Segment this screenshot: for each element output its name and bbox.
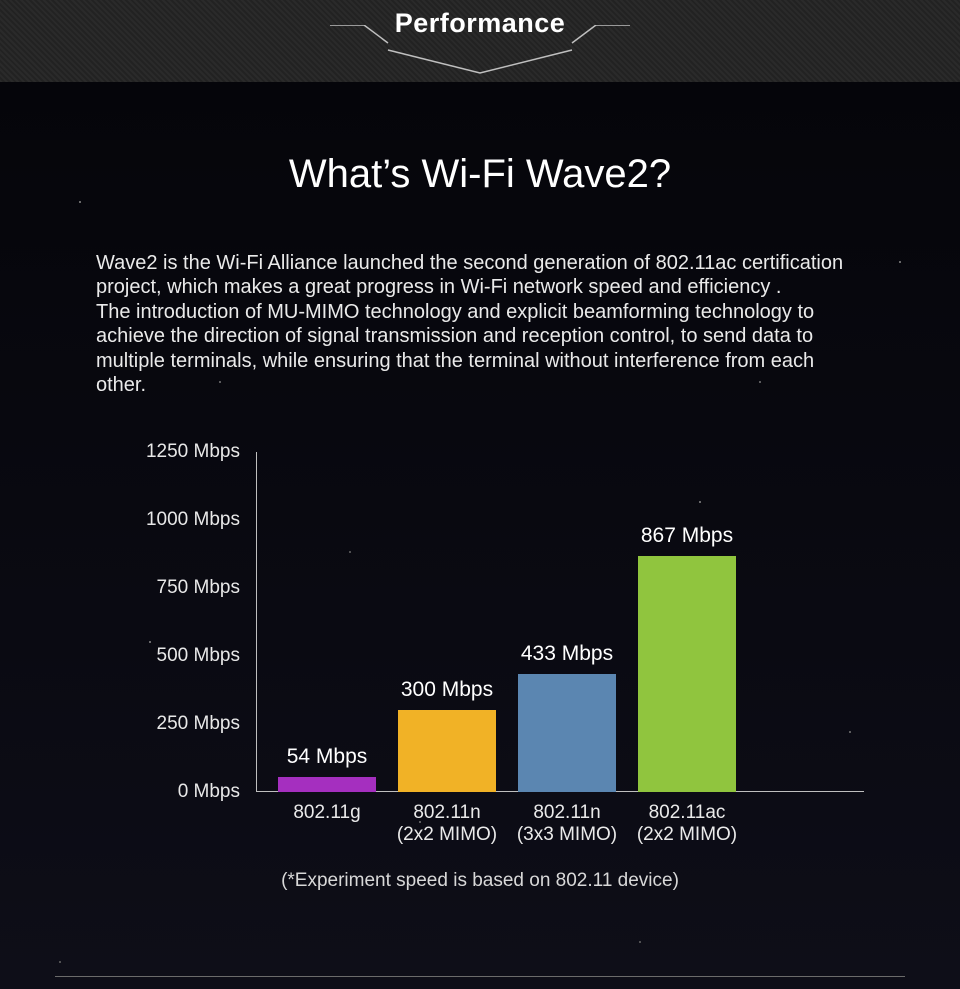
y-tick-label: 750 Mbps xyxy=(96,577,246,599)
chart-footnote: (*Experiment speed is based on 802.11 de… xyxy=(96,870,864,892)
y-tick-label: 0 Mbps xyxy=(96,781,246,803)
y-tick-label: 1000 Mbps xyxy=(96,509,246,531)
section-divider xyxy=(55,976,905,977)
y-axis-line xyxy=(256,452,257,792)
x-category-label: 802.11ac(2x2 MIMO) xyxy=(637,802,737,846)
paragraph-2: The introduction of MU-MIMO technology a… xyxy=(96,300,864,398)
header-label: Performance xyxy=(395,8,566,90)
x-category-label: 802.11n(2x2 MIMO) xyxy=(397,802,497,846)
paragraph-1: Wave2 is the Wi-Fi Alliance launched the… xyxy=(96,251,864,300)
y-tick-label: 250 Mbps xyxy=(96,713,246,735)
header-strip: Performance xyxy=(0,0,960,82)
content-section: What’s Wi-Fi Wave2? Wave2 is the Wi-Fi A… xyxy=(0,82,960,989)
chart-bar: 433 Mbps xyxy=(518,674,616,792)
section-body: Wave2 is the Wi-Fi Alliance launched the… xyxy=(96,251,864,397)
bar-value-label: 433 Mbps xyxy=(521,642,613,666)
bar-value-label: 300 Mbps xyxy=(401,678,493,702)
y-tick-label: 500 Mbps xyxy=(96,645,246,667)
chart-bar: 867 Mbps xyxy=(638,556,736,792)
x-category-label: 802.11g xyxy=(293,802,360,824)
chart-plot-area: 54 Mbps300 Mbps433 Mbps867 Mbps xyxy=(256,452,864,792)
x-category-label: 802.11n(3x3 MIMO) xyxy=(517,802,617,846)
y-tick-label: 1250 Mbps xyxy=(96,441,246,463)
chart-bar: 300 Mbps xyxy=(398,710,496,792)
section-title: What’s Wi-Fi Wave2? xyxy=(0,82,960,197)
chart-bar: 54 Mbps xyxy=(278,777,376,792)
y-axis: 0 Mbps250 Mbps500 Mbps750 Mbps1000 Mbps1… xyxy=(96,452,246,792)
speed-chart: 0 Mbps250 Mbps500 Mbps750 Mbps1000 Mbps1… xyxy=(96,452,864,892)
x-axis-labels: 802.11g 802.11n(2x2 MIMO) 802.11n(3x3 MIMO… xyxy=(256,802,864,862)
bar-value-label: 867 Mbps xyxy=(641,524,733,548)
bar-value-label: 54 Mbps xyxy=(287,745,368,769)
